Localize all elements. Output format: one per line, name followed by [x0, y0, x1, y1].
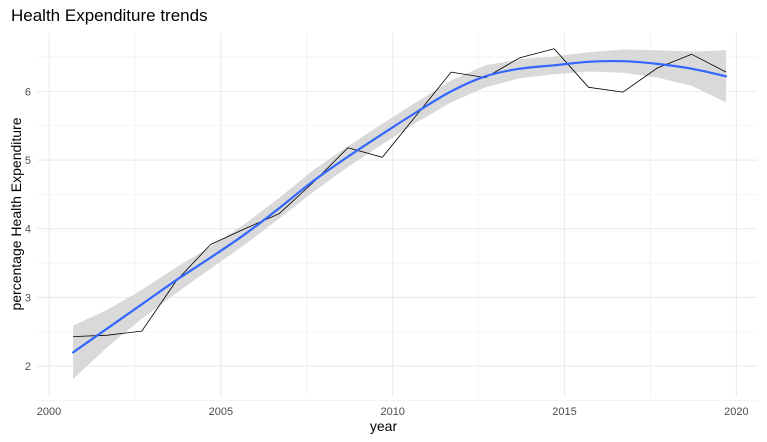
confidence-ribbon	[73, 49, 727, 380]
y-tick-label: 6	[25, 86, 31, 98]
observed-series-line	[73, 48, 727, 337]
y-tick-label: 3	[25, 292, 31, 304]
smooth-line-layer	[72, 59, 728, 354]
smooth-series-line	[72, 59, 728, 354]
y-tick-label: 4	[25, 224, 31, 236]
y-axis-ticks: 2 3 4 5 6	[25, 86, 31, 373]
x-tick-label: 2000	[37, 406, 61, 418]
y-axis-label: percentage Health Expenditure	[8, 117, 24, 311]
x-axis-label: year	[369, 418, 398, 434]
x-tick-label: 2005	[209, 406, 233, 418]
observed-line-layer	[73, 48, 727, 337]
x-axis-ticks: 2000 2005 2010 2015 2020	[37, 406, 749, 418]
x-tick-label: 2010	[380, 406, 404, 418]
confidence-ribbon-layer	[73, 49, 727, 380]
y-tick-label: 2	[25, 361, 31, 373]
chart-title: Health Expenditure trends	[11, 6, 208, 25]
x-tick-label: 2020	[724, 406, 748, 418]
grid	[37, 33, 757, 401]
x-tick-label: 2015	[552, 406, 576, 418]
y-tick-label: 5	[25, 155, 31, 167]
